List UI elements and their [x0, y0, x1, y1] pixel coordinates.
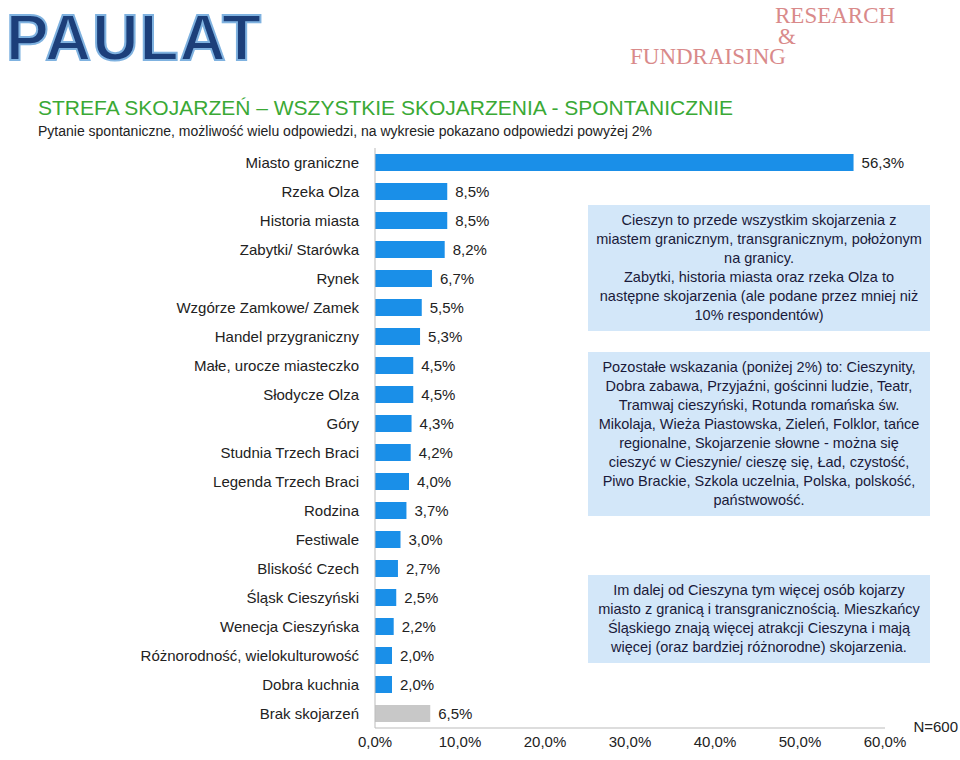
html-text:RESEARCH: RESEARCH [775, 3, 896, 28]
svg-text:Miasto graniczne: Miasto graniczne [246, 154, 359, 171]
svg-text:Handel przygraniczny: Handel przygraniczny [215, 328, 360, 345]
html-text:N=600: N=600 [913, 718, 958, 735]
svg-text:2,0%: 2,0% [400, 676, 434, 693]
svg-text:Śląsk Cieszyński: Śląsk Cieszyński [246, 589, 359, 606]
svg-text:2,2%: 2,2% [402, 618, 436, 635]
svg-text:2,0%: 2,0% [400, 647, 434, 664]
svg-text:Brak skojarzeń: Brak skojarzeń [260, 705, 359, 722]
html-text:PAULAT: PAULAT [6, 2, 262, 74]
svg-text:Małe, urocze miasteczko: Małe, urocze miasteczko [194, 357, 359, 374]
html-text:Im dalej od Cieszyna tym więce: Im dalej od Cieszyna tym więcej osób koj… [598, 582, 920, 655]
svg-text:Legenda Trzech Braci: Legenda Trzech Braci [213, 473, 359, 490]
svg-text:Różnorodność, wielokulturowość: Różnorodność, wielokulturowość [141, 647, 360, 664]
html-text:FUNDRAISING: FUNDRAISING [630, 44, 786, 69]
svg-text:2,7%: 2,7% [406, 560, 440, 577]
svg-text:Rynek: Rynek [316, 270, 359, 287]
svg-text:Słodycze Olza: Słodycze Olza [263, 386, 360, 403]
svg-text:Bliskość Czech: Bliskość Czech [257, 560, 359, 577]
svg-text:5,5%: 5,5% [430, 299, 464, 316]
svg-text:3,0%: 3,0% [409, 531, 443, 548]
svg-text:4,0%: 4,0% [417, 473, 451, 490]
svg-text:4,5%: 4,5% [421, 357, 455, 374]
html-text:STREFA SKOJARZEŃ – WSZYSTKIE S: STREFA SKOJARZEŃ – WSZYSTKIE SKOJARZENIA… [38, 96, 734, 119]
svg-text:Rodzina: Rodzina [304, 502, 360, 519]
svg-text:56,3%: 56,3% [862, 154, 905, 171]
svg-text:Historia miasta: Historia miasta [260, 212, 360, 229]
svg-text:5,3%: 5,3% [428, 328, 462, 345]
svg-text:20,0%: 20,0% [524, 733, 567, 750]
svg-text:3,7%: 3,7% [414, 502, 448, 519]
svg-text:Festiwale: Festiwale [296, 531, 359, 548]
html-text:Pozostałe wskazania (poniżej 2: Pozostałe wskazania (poniżej 2%) to: Cie… [598, 359, 920, 508]
svg-text:40,0%: 40,0% [694, 733, 737, 750]
html-text:Cieszyn to przede wszystkim sk: Cieszyn to przede wszystkim skojarzenia … [596, 212, 922, 266]
svg-text:Wenecja Cieszyńska: Wenecja Cieszyńska [220, 618, 360, 635]
svg-text:Dobra kuchnia: Dobra kuchnia [262, 676, 359, 693]
svg-text:6,7%: 6,7% [440, 270, 474, 287]
svg-text:4,5%: 4,5% [421, 386, 455, 403]
svg-text:4,2%: 4,2% [419, 444, 453, 461]
svg-text:4,3%: 4,3% [420, 415, 454, 432]
html-text:Zabytki, historia miasta oraz: Zabytki, historia miasta oraz rzeka Olza… [599, 269, 919, 323]
svg-text:Wzgórze Zamkowe/ Zamek: Wzgórze Zamkowe/ Zamek [176, 299, 359, 316]
svg-text:Studnia Trzech Braci: Studnia Trzech Braci [221, 444, 359, 461]
svg-text:50,0%: 50,0% [779, 733, 822, 750]
svg-text:Zabytki/ Starówka: Zabytki/ Starówka [240, 241, 360, 258]
svg-text:Góry: Góry [326, 415, 359, 432]
svg-text:2,5%: 2,5% [404, 589, 438, 606]
svg-text:0,0%: 0,0% [358, 733, 392, 750]
svg-text:10,0%: 10,0% [439, 733, 482, 750]
svg-text:30,0%: 30,0% [609, 733, 652, 750]
svg-text:60,0%: 60,0% [864, 733, 907, 750]
svg-text:8,5%: 8,5% [455, 183, 489, 200]
html-text:Pytanie spontaniczne, możliwoś: Pytanie spontaniczne, możliwość wielu od… [38, 123, 652, 139]
svg-text:8,5%: 8,5% [455, 212, 489, 229]
svg-text:8,2%: 8,2% [453, 241, 487, 258]
svg-text:Rzeka Olza: Rzeka Olza [281, 183, 359, 200]
svg-text:6,5%: 6,5% [438, 705, 472, 722]
